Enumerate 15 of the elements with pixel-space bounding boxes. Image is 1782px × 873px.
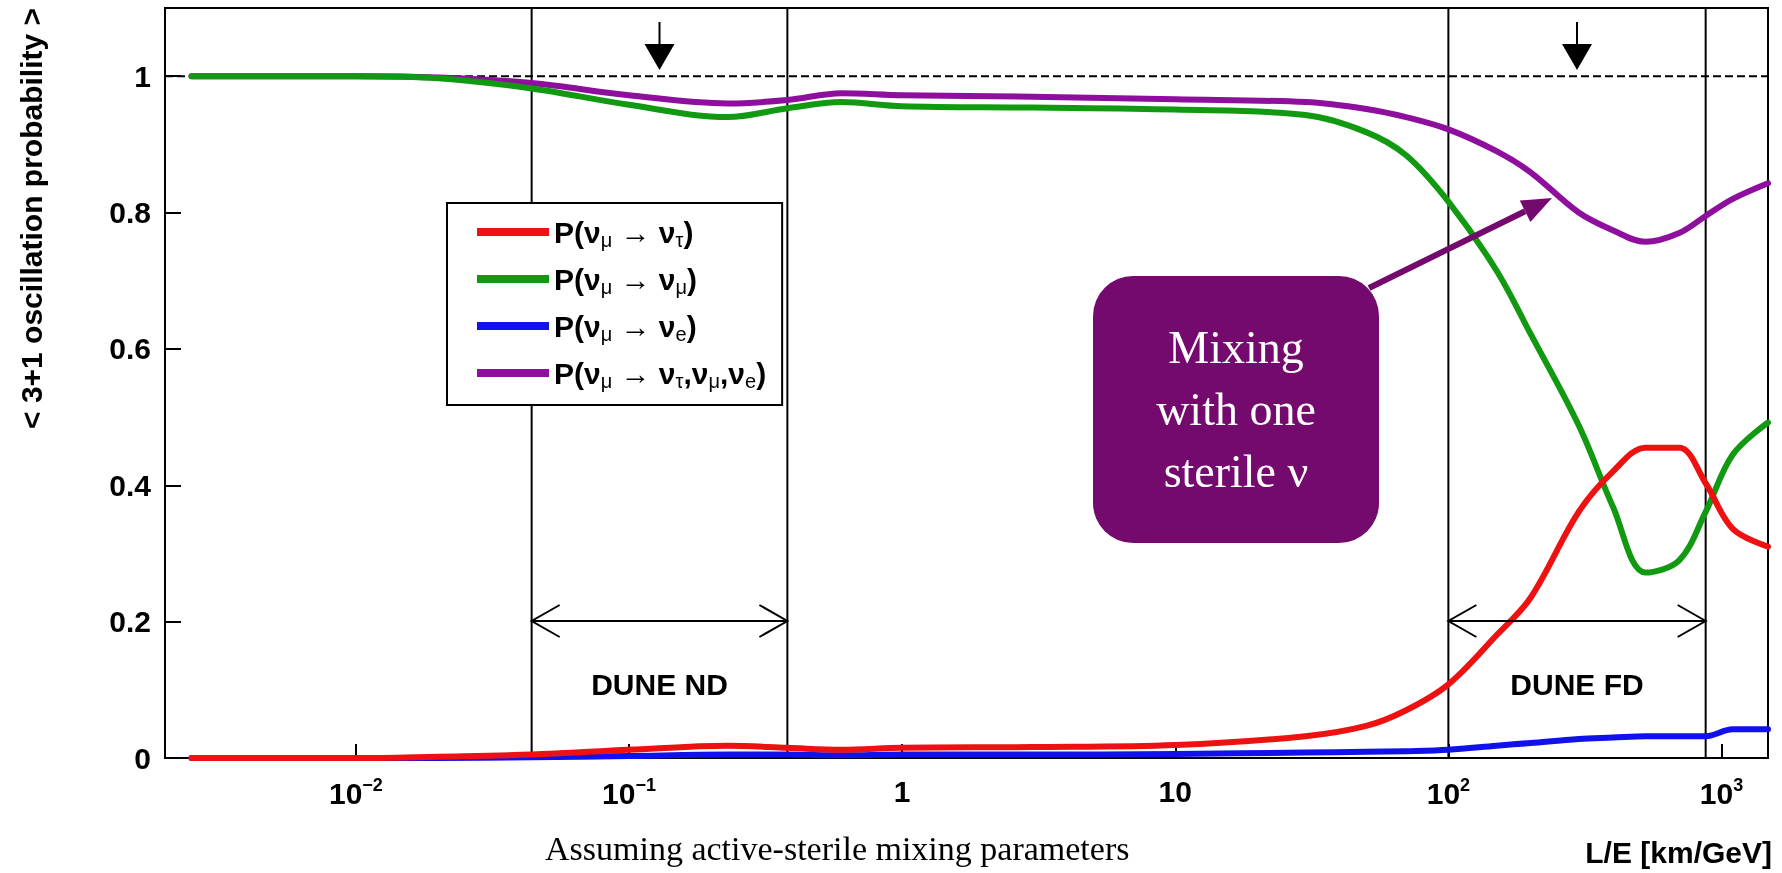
y-tick-label: 0.2	[109, 605, 151, 639]
annotation: Mixing with one sterile ν	[1155, 320, 1317, 499]
x-tick-label: 10	[1158, 774, 1192, 808]
y-tick-label: 0	[134, 741, 151, 775]
x-axis-title: L/E [km/GeV]	[1585, 835, 1773, 869]
annotation: DUNE FD	[1509, 667, 1645, 703]
callout-box: Mixing with one sterile ν	[1093, 276, 1379, 543]
y-tick-label: 0.8	[109, 196, 151, 230]
text: Assuming active-sterile mixing parameters	[545, 829, 1130, 867]
y-tick-label: 0.6	[109, 332, 151, 366]
y-tick-label: 1	[134, 59, 151, 93]
x-tick-label: 1	[893, 774, 911, 808]
annotation: DUNE ND	[590, 667, 729, 703]
y-axis-title: < 3+1 oscillation probability >	[14, 8, 48, 429]
y-tick-label: 0.4	[109, 468, 152, 502]
